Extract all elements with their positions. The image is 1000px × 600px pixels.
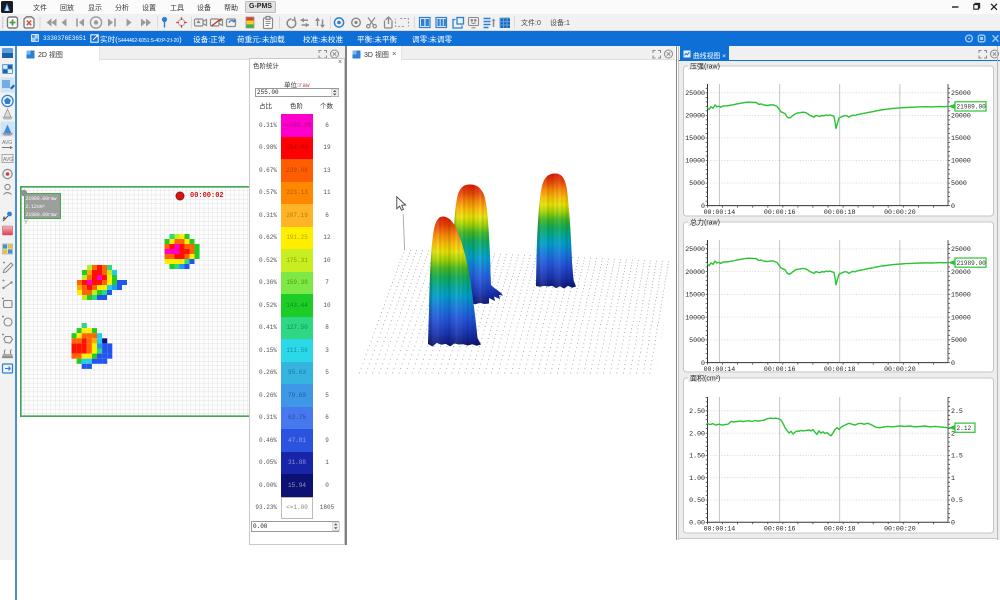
svg-text:00:00:14: 00:00:14 [704, 366, 736, 373]
svg-text:00:00:20: 00:00:20 [884, 526, 916, 533]
svg-text:20000: 20000 [685, 269, 705, 276]
svg-text:00:00:14: 00:00:14 [704, 526, 736, 533]
svg-text:00:00:16: 00:00:16 [764, 366, 796, 373]
svg-text:0: 0 [951, 203, 955, 210]
svg-text:AVG: AVG [2, 140, 12, 146]
svg-text:2: 2 [951, 430, 955, 437]
svg-text:2.12: 2.12 [957, 425, 972, 432]
svg-text:10000: 10000 [951, 314, 971, 321]
svg-text:0.00: 0.00 [689, 520, 705, 527]
svg-text:1.5: 1.5 [951, 453, 963, 460]
svg-text:文件:0: 文件:0 [521, 18, 541, 27]
svg-text:21989.00: 21989.00 [957, 104, 987, 111]
svg-text:1: 1 [951, 475, 955, 482]
svg-text:00:00:14: 00:00:14 [704, 209, 736, 216]
svg-text:00:00:16: 00:00:16 [764, 526, 796, 533]
svg-text:20000: 20000 [951, 269, 971, 276]
svg-text:5000: 5000 [951, 337, 967, 344]
svg-text:25000: 25000 [685, 90, 705, 97]
svg-text:00:00:18: 00:00:18 [824, 209, 856, 216]
svg-text:压强(raw): 压强(raw) [690, 63, 720, 71]
svg-text:2.5: 2.5 [951, 408, 963, 415]
svg-text:AVG: AVG [3, 157, 13, 163]
svg-text:15000: 15000 [685, 135, 705, 142]
svg-text:0: 0 [701, 203, 705, 210]
svg-text:0.50: 0.50 [689, 497, 705, 504]
svg-text:15000: 15000 [951, 292, 971, 299]
svg-text:面积(cm²): 面积(cm²) [690, 374, 720, 383]
svg-text:5000: 5000 [689, 337, 705, 344]
svg-text:1.00: 1.00 [689, 475, 705, 482]
svg-text:00:00:16: 00:00:16 [764, 209, 796, 216]
svg-text:25000: 25000 [951, 90, 971, 97]
svg-text:20000: 20000 [951, 113, 971, 120]
svg-text:0: 0 [951, 520, 955, 527]
svg-text:5000: 5000 [951, 180, 967, 187]
svg-text:10000: 10000 [951, 158, 971, 165]
svg-text:2.50: 2.50 [689, 408, 705, 415]
svg-text:2.00: 2.00 [689, 430, 705, 437]
svg-text:0: 0 [951, 360, 955, 367]
svg-text:1.50: 1.50 [689, 453, 705, 460]
svg-text:21989.00: 21989.00 [957, 260, 987, 267]
svg-text:0: 0 [701, 360, 705, 367]
svg-text:总力(raw): 总力(raw) [690, 218, 720, 227]
svg-text:0.5: 0.5 [951, 497, 963, 504]
svg-text:00:00:18: 00:00:18 [824, 366, 856, 373]
svg-text:15000: 15000 [685, 292, 705, 299]
svg-text:00:00:20: 00:00:20 [884, 366, 916, 373]
svg-text:15000: 15000 [951, 135, 971, 142]
svg-text:10000: 10000 [685, 314, 705, 321]
svg-text:00:00:20: 00:00:20 [884, 209, 916, 216]
svg-text:10000: 10000 [685, 158, 705, 165]
svg-text:20000: 20000 [685, 113, 705, 120]
svg-text:设备:1: 设备:1 [550, 18, 570, 27]
svg-text:5000: 5000 [689, 180, 705, 187]
svg-text:25000: 25000 [685, 246, 705, 253]
svg-text:25000: 25000 [951, 246, 971, 253]
svg-text:00:00:18: 00:00:18 [824, 526, 856, 533]
